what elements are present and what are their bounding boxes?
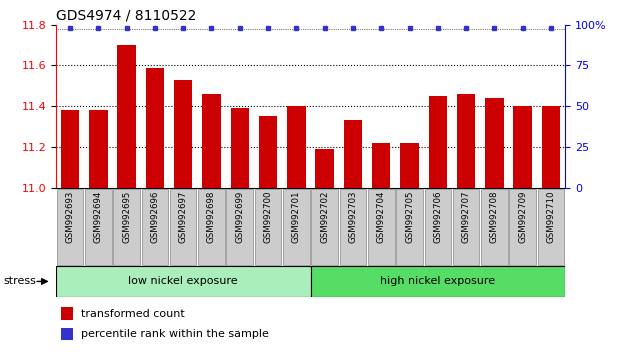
Bar [401, 143, 419, 188]
FancyBboxPatch shape [311, 189, 338, 265]
Bar [287, 106, 306, 188]
Text: GSM992705: GSM992705 [405, 191, 414, 243]
FancyBboxPatch shape [57, 189, 83, 265]
Bar [485, 98, 504, 188]
Bar [56, 266, 310, 297]
Bar [89, 110, 107, 188]
FancyBboxPatch shape [113, 189, 140, 265]
FancyBboxPatch shape [255, 189, 281, 265]
FancyBboxPatch shape [453, 189, 479, 265]
FancyBboxPatch shape [481, 189, 508, 265]
Text: GSM992709: GSM992709 [518, 191, 527, 243]
Bar [514, 106, 532, 188]
Bar [174, 80, 193, 188]
FancyBboxPatch shape [283, 189, 310, 265]
FancyBboxPatch shape [142, 189, 168, 265]
FancyBboxPatch shape [85, 189, 112, 265]
Text: low nickel exposure: low nickel exposure [129, 276, 238, 286]
Bar [457, 94, 475, 188]
Bar [61, 110, 79, 188]
Text: GDS4974 / 8110522: GDS4974 / 8110522 [56, 8, 196, 22]
Text: GSM992696: GSM992696 [150, 191, 160, 243]
Text: high nickel exposure: high nickel exposure [380, 276, 496, 286]
Text: GSM992693: GSM992693 [66, 191, 75, 243]
Text: GSM992710: GSM992710 [546, 191, 555, 243]
Text: stress: stress [3, 276, 36, 286]
FancyBboxPatch shape [340, 189, 366, 265]
Text: GSM992706: GSM992706 [433, 191, 442, 243]
Text: GSM992701: GSM992701 [292, 191, 301, 243]
Text: GSM992702: GSM992702 [320, 191, 329, 243]
FancyBboxPatch shape [538, 189, 564, 265]
Bar [146, 68, 164, 188]
Bar [230, 108, 249, 188]
FancyBboxPatch shape [170, 189, 196, 265]
FancyBboxPatch shape [198, 189, 225, 265]
Text: GSM992700: GSM992700 [263, 191, 273, 243]
Bar [428, 96, 447, 188]
Text: transformed count: transformed count [81, 309, 184, 319]
FancyBboxPatch shape [509, 189, 536, 265]
Text: percentile rank within the sample: percentile rank within the sample [81, 329, 269, 339]
Text: GSM992708: GSM992708 [490, 191, 499, 243]
FancyBboxPatch shape [425, 189, 451, 265]
FancyBboxPatch shape [227, 189, 253, 265]
Bar [372, 143, 391, 188]
Bar [310, 266, 565, 297]
Text: GSM992703: GSM992703 [348, 191, 358, 243]
Bar [344, 120, 362, 188]
Bar [61, 327, 73, 341]
Text: GSM992697: GSM992697 [179, 191, 188, 243]
Text: GSM992694: GSM992694 [94, 191, 103, 243]
Text: GSM992704: GSM992704 [377, 191, 386, 243]
FancyBboxPatch shape [396, 189, 423, 265]
Text: GSM992707: GSM992707 [461, 191, 471, 243]
Bar [61, 307, 73, 320]
Bar [117, 45, 136, 188]
Bar [202, 94, 220, 188]
Bar [542, 106, 560, 188]
Text: GSM992699: GSM992699 [235, 191, 244, 243]
Text: GSM992698: GSM992698 [207, 191, 216, 243]
Text: GSM992695: GSM992695 [122, 191, 131, 243]
Bar [259, 116, 277, 188]
FancyBboxPatch shape [368, 189, 394, 265]
Bar [315, 149, 334, 188]
